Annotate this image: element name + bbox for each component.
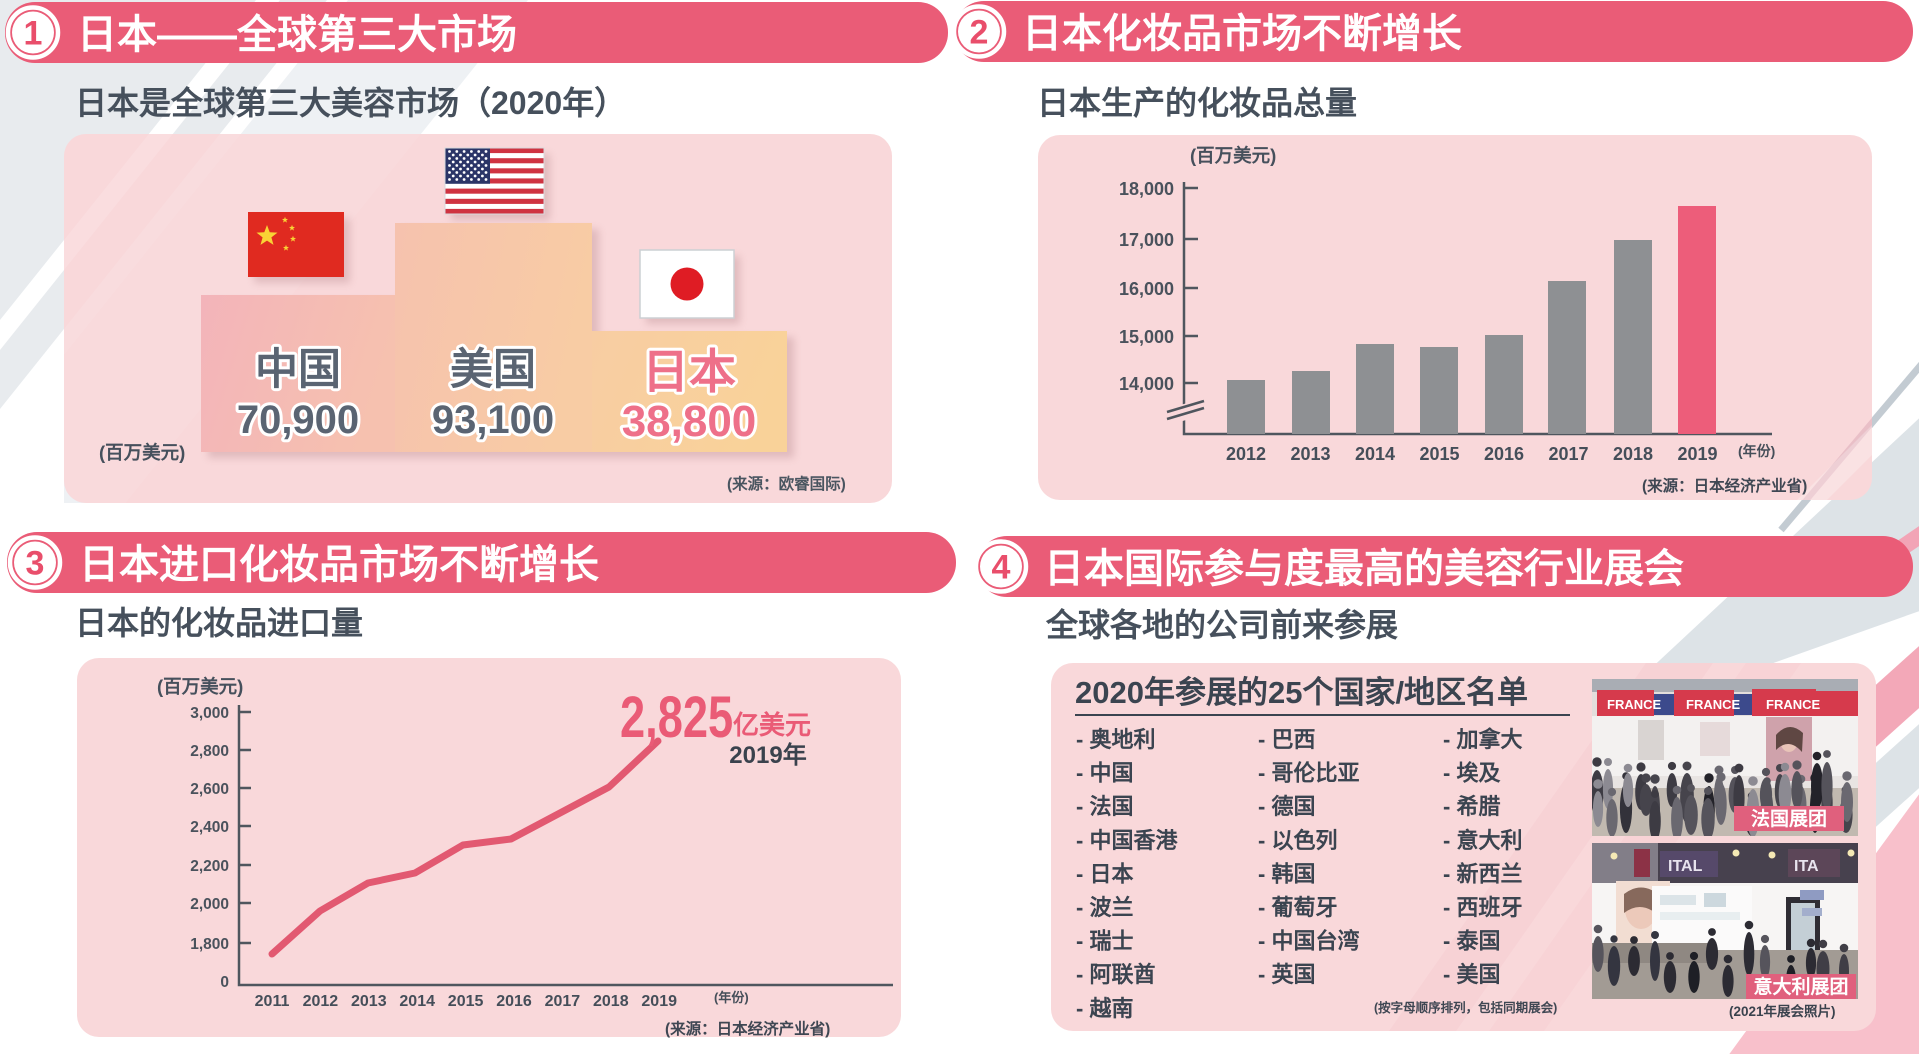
svg-text:- 加拿大: - 加拿大 xyxy=(1443,727,1522,752)
svg-text:(年份): (年份) xyxy=(1738,443,1775,459)
svg-text:2017: 2017 xyxy=(545,993,581,1010)
svg-text:3,000: 3,000 xyxy=(190,705,229,722)
svg-text:17,000: 17,000 xyxy=(1119,230,1174,250)
svg-text:(来源：欧睿国际): (来源：欧睿国际) xyxy=(727,474,846,493)
svg-text:2,825: 2,825 xyxy=(620,686,733,751)
svg-text:2018: 2018 xyxy=(593,993,629,1010)
svg-text:日本: 日本 xyxy=(642,345,736,398)
svg-text:- 泰国: - 泰国 xyxy=(1443,929,1500,954)
svg-text:2016: 2016 xyxy=(496,993,532,1010)
svg-text:意大利展团: 意大利展团 xyxy=(1753,975,1848,998)
svg-text:2019: 2019 xyxy=(1677,444,1717,464)
svg-text:2018: 2018 xyxy=(1613,444,1653,464)
svg-text:2012: 2012 xyxy=(303,993,339,1010)
svg-text:1,800: 1,800 xyxy=(190,936,229,953)
svg-text:2014: 2014 xyxy=(399,993,435,1010)
svg-text:- 阿联酋: - 阿联酋 xyxy=(1076,962,1155,987)
svg-text:日本进口化妆品市场不断增长: 日本进口化妆品市场不断增长 xyxy=(79,543,599,587)
svg-text:(百万美元): (百万美元) xyxy=(1190,145,1276,166)
svg-text:2,000: 2,000 xyxy=(190,896,229,913)
svg-text:- 巴西: - 巴西 xyxy=(1258,727,1315,752)
svg-text:2,200: 2,200 xyxy=(190,858,229,875)
svg-text:2013: 2013 xyxy=(351,993,387,1010)
svg-text:1: 1 xyxy=(24,15,43,53)
svg-text:38,800: 38,800 xyxy=(622,397,757,446)
svg-text:(来源：日本经济产业省): (来源：日本经济产业省) xyxy=(1642,476,1807,495)
svg-text:- 法国: - 法国 xyxy=(1076,794,1133,819)
svg-text:2012: 2012 xyxy=(1226,444,1266,464)
svg-text:2,400: 2,400 xyxy=(190,819,229,836)
svg-text:- 韩国: - 韩国 xyxy=(1258,861,1315,886)
svg-text:- 波兰: - 波兰 xyxy=(1076,895,1133,920)
svg-text:(百万美元): (百万美元) xyxy=(99,442,185,463)
svg-text:(2021年展会照片): (2021年展会照片) xyxy=(1729,1003,1836,1019)
svg-text:4: 4 xyxy=(992,549,1011,587)
svg-text:美国: 美国 xyxy=(450,346,536,394)
svg-text:2011: 2011 xyxy=(255,993,290,1010)
svg-text:- 瑞士: - 瑞士 xyxy=(1076,929,1133,954)
svg-text:全球各地的公司前来参展: 全球各地的公司前来参展 xyxy=(1045,607,1398,643)
svg-text:2020年参展的25个国家/地区名单: 2020年参展的25个国家/地区名单 xyxy=(1075,675,1528,710)
svg-text:- 中国台湾: - 中国台湾 xyxy=(1258,929,1359,954)
svg-text:18,000: 18,000 xyxy=(1119,179,1174,199)
svg-text:2015: 2015 xyxy=(1419,444,1459,464)
svg-text:- 奥地利: - 奥地利 xyxy=(1076,727,1155,752)
svg-text:3: 3 xyxy=(26,545,45,583)
svg-text:2,800: 2,800 xyxy=(190,743,229,760)
svg-text:(年份): (年份) xyxy=(714,990,749,1005)
svg-text:ITAL: ITAL xyxy=(1668,858,1703,875)
svg-text:日本化妆品市场不断增长: 日本化妆品市场不断增长 xyxy=(1022,12,1462,56)
svg-text:15,000: 15,000 xyxy=(1119,327,1174,347)
svg-text:日本——全球第三大市场: 日本——全球第三大市场 xyxy=(77,12,517,57)
svg-text:70,900: 70,900 xyxy=(237,398,359,442)
svg-text:- 哥伦比亚: - 哥伦比亚 xyxy=(1258,761,1359,786)
svg-text:- 葡萄牙: - 葡萄牙 xyxy=(1258,895,1337,920)
svg-text:法国展团: 法国展团 xyxy=(1751,807,1827,830)
svg-text:(按字母顺序排列，包括同期展会): (按字母顺序排列，包括同期展会) xyxy=(1374,1000,1557,1015)
svg-text:0: 0 xyxy=(220,974,229,991)
svg-text:16,000: 16,000 xyxy=(1119,279,1174,299)
svg-text:- 意大利: - 意大利 xyxy=(1443,828,1522,853)
svg-text:2,600: 2,600 xyxy=(190,781,229,798)
svg-text:中国: 中国 xyxy=(255,346,341,394)
svg-text:- 新西兰: - 新西兰 xyxy=(1443,861,1522,886)
svg-text:(百万美元): (百万美元) xyxy=(157,676,243,697)
svg-text:- 中国: - 中国 xyxy=(1076,761,1133,786)
svg-text:2015: 2015 xyxy=(448,993,484,1010)
svg-text:- 西班牙: - 西班牙 xyxy=(1443,895,1522,920)
svg-text:14,000: 14,000 xyxy=(1119,374,1174,394)
svg-text:2016: 2016 xyxy=(1484,444,1524,464)
svg-text:- 埃及: - 埃及 xyxy=(1443,761,1501,786)
svg-text:FRANCE: FRANCE xyxy=(1607,697,1661,712)
svg-text:- 日本: - 日本 xyxy=(1076,861,1133,886)
svg-text:2019: 2019 xyxy=(641,993,677,1010)
svg-text:亿美元: 亿美元 xyxy=(733,710,811,740)
svg-text:- 英国: - 英国 xyxy=(1258,962,1315,987)
svg-text:- 越南: - 越南 xyxy=(1076,996,1133,1021)
svg-text:(来源：日本经济产业省): (来源：日本经济产业省) xyxy=(665,1019,830,1038)
svg-text:93,100: 93,100 xyxy=(432,398,554,442)
svg-text:- 美国: - 美国 xyxy=(1443,962,1500,987)
svg-text:FRANCE: FRANCE xyxy=(1686,697,1740,712)
svg-text:- 德国: - 德国 xyxy=(1258,794,1315,819)
svg-text:日本生产的化妆品总量: 日本生产的化妆品总量 xyxy=(1037,85,1357,121)
svg-text:- 中国香港: - 中国香港 xyxy=(1076,828,1178,853)
svg-text:- 以色列: - 以色列 xyxy=(1258,828,1337,853)
svg-text:2013: 2013 xyxy=(1290,444,1330,464)
svg-text:日本国际参与度最高的美容行业展会: 日本国际参与度最高的美容行业展会 xyxy=(1044,547,1684,591)
svg-text:2014: 2014 xyxy=(1355,444,1395,464)
svg-text:2017: 2017 xyxy=(1548,444,1588,464)
svg-text:日本的化妆品进口量: 日本的化妆品进口量 xyxy=(75,605,363,641)
svg-text:日本是全球第三大美容市场（2020年）: 日本是全球第三大美容市场（2020年） xyxy=(75,85,626,121)
svg-text:- 希腊: - 希腊 xyxy=(1443,794,1500,819)
svg-text:2019年: 2019年 xyxy=(729,741,806,769)
svg-text:2: 2 xyxy=(970,14,989,52)
svg-text:ITA: ITA xyxy=(1794,858,1819,875)
svg-text:FRANCE: FRANCE xyxy=(1766,697,1820,712)
